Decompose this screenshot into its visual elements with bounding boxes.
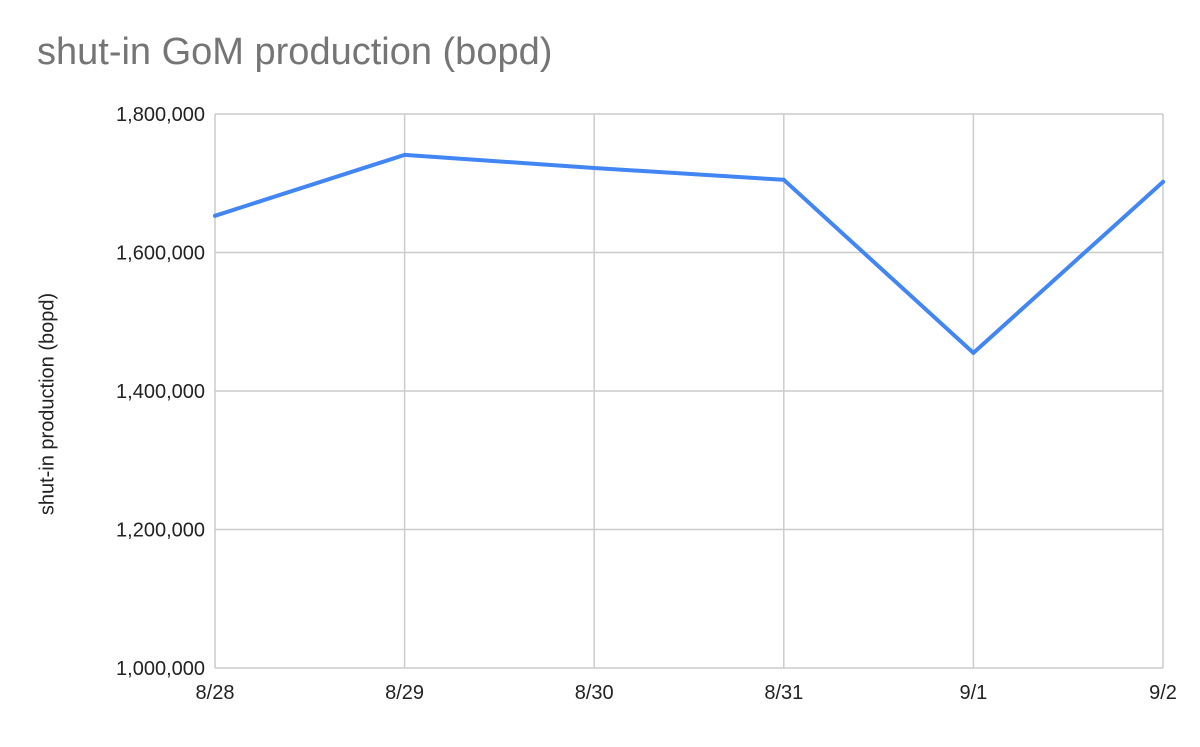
data-point [213, 213, 217, 218]
y-tick-label: 1,400,000 [116, 381, 205, 403]
y-axis-label: shut-in production (bopd) [36, 292, 59, 516]
x-tick-label: 9/2 [1149, 682, 1177, 704]
y-tick-label: 1,200,000 [116, 520, 205, 542]
chart-title: shut-in GoM production (bopd) [37, 31, 553, 73]
x-tick-label: 8/31 [764, 682, 803, 704]
data-point [402, 152, 407, 157]
series-line [213, 152, 1165, 355]
data-point [781, 177, 786, 182]
y-tick-label: 1,000,000 [116, 658, 205, 680]
data-point [1161, 179, 1165, 184]
y-tick-label: 1,600,000 [116, 243, 205, 265]
data-point [971, 350, 976, 355]
x-tick-label: 8/30 [575, 682, 614, 704]
x-tick-label: 8/28 [196, 682, 235, 704]
data-point [592, 166, 597, 171]
x-tick-label: 8/29 [385, 682, 424, 704]
y-tick-label: 1,800,000 [116, 104, 205, 126]
x-tick-label: 9/1 [959, 682, 987, 704]
